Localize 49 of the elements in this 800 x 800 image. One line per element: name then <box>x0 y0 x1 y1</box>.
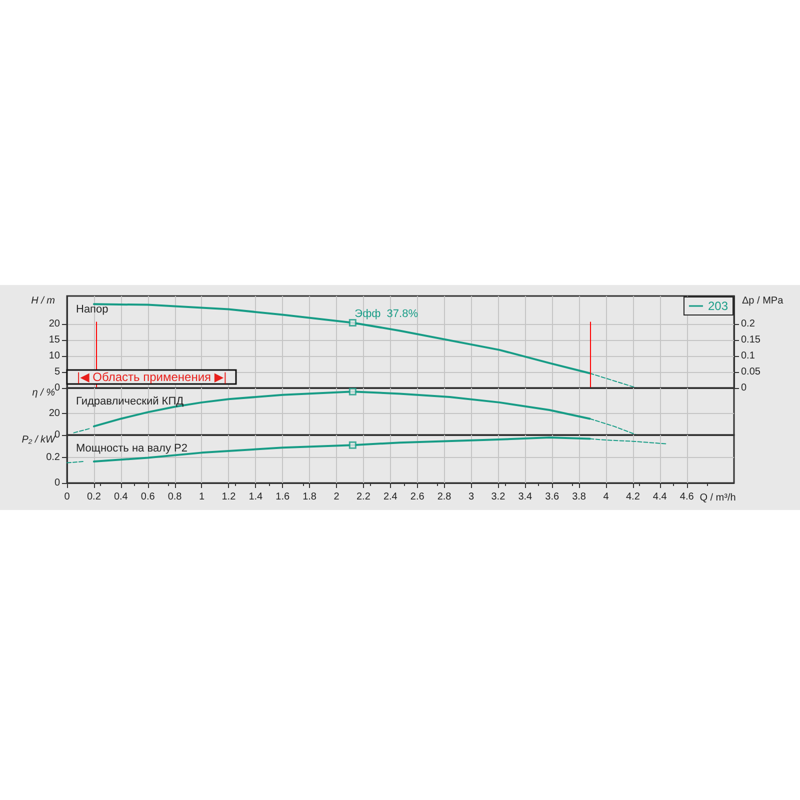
annotation: |◀ Область применения ▶| <box>77 370 227 384</box>
x-tick-label: 3.4 <box>518 492 533 502</box>
x-tick-label: 1.6 <box>276 492 290 502</box>
x-tick-label: 1.4 <box>248 492 264 502</box>
x-tick-label: 1.8 <box>302 492 317 502</box>
y-tick-label: 0 <box>54 430 60 440</box>
x-tick-label: 3.8 <box>572 492 586 502</box>
y-axis-title: η / % <box>32 388 56 398</box>
x-tick-label: 3.6 <box>545 492 560 502</box>
text: Мощность на валу P2 <box>76 442 188 454</box>
x-axis-title: Q / m³/h <box>700 492 736 504</box>
y2-tick-label: 0.05 <box>741 366 761 378</box>
y2-tick-label: 0.1 <box>741 350 756 362</box>
x-tick-label: 4.4 <box>652 492 668 502</box>
x-tick-label: 2.6 <box>410 492 425 502</box>
x-tick-label: 1 <box>198 492 205 502</box>
y-tick-label: 0.2 <box>46 452 60 464</box>
y-tick-label: 0 <box>54 382 60 394</box>
x-tick-label: 2.2 <box>356 492 371 502</box>
x-tick-label: 4.2 <box>626 492 640 502</box>
y-axis-title: H / m <box>31 296 55 306</box>
y-tick-label: 15 <box>48 334 60 346</box>
y-tick-label: 10 <box>48 350 60 362</box>
x-tick-label: 0.6 <box>140 492 156 502</box>
y2-tick-label: 0 <box>741 382 747 394</box>
x-tick-label: 0.4 <box>114 492 128 502</box>
x-tick-label: 3.2 <box>491 492 506 502</box>
text: Гидравлический КПД <box>76 396 184 408</box>
y-tick-label: 5 <box>54 366 60 378</box>
y2-tick-label: 0.2 <box>741 318 756 330</box>
text: Напор <box>76 304 108 316</box>
x-tick-label: 2.8 <box>437 492 452 502</box>
x-tick-label: 0.8 <box>168 492 182 502</box>
x-tick-label: 1.2 <box>222 492 236 502</box>
y-tick-label: 0 <box>54 478 60 488</box>
x-tick-label: 4.6 <box>680 492 694 502</box>
y-tick-label: 20 <box>48 318 60 330</box>
x-tick-label: 0.2 <box>86 492 102 502</box>
y2-axis-title: Δp / MPa <box>742 296 784 306</box>
y2-tick-label: 0.15 <box>741 334 761 346</box>
legend-label: 203 <box>708 299 728 313</box>
y-tick-label: 20 <box>48 408 60 419</box>
x-tick-label: 2 <box>334 492 340 502</box>
x-tick-label: 0 <box>64 492 70 502</box>
x-tick-label: 2.4 <box>383 492 398 502</box>
y-axis-title: P₂ / kW <box>22 434 57 446</box>
x-tick-label: 4 <box>603 492 610 502</box>
annotation: Эфф 37.8% <box>354 308 418 320</box>
x-tick-label: 3 <box>468 492 474 502</box>
